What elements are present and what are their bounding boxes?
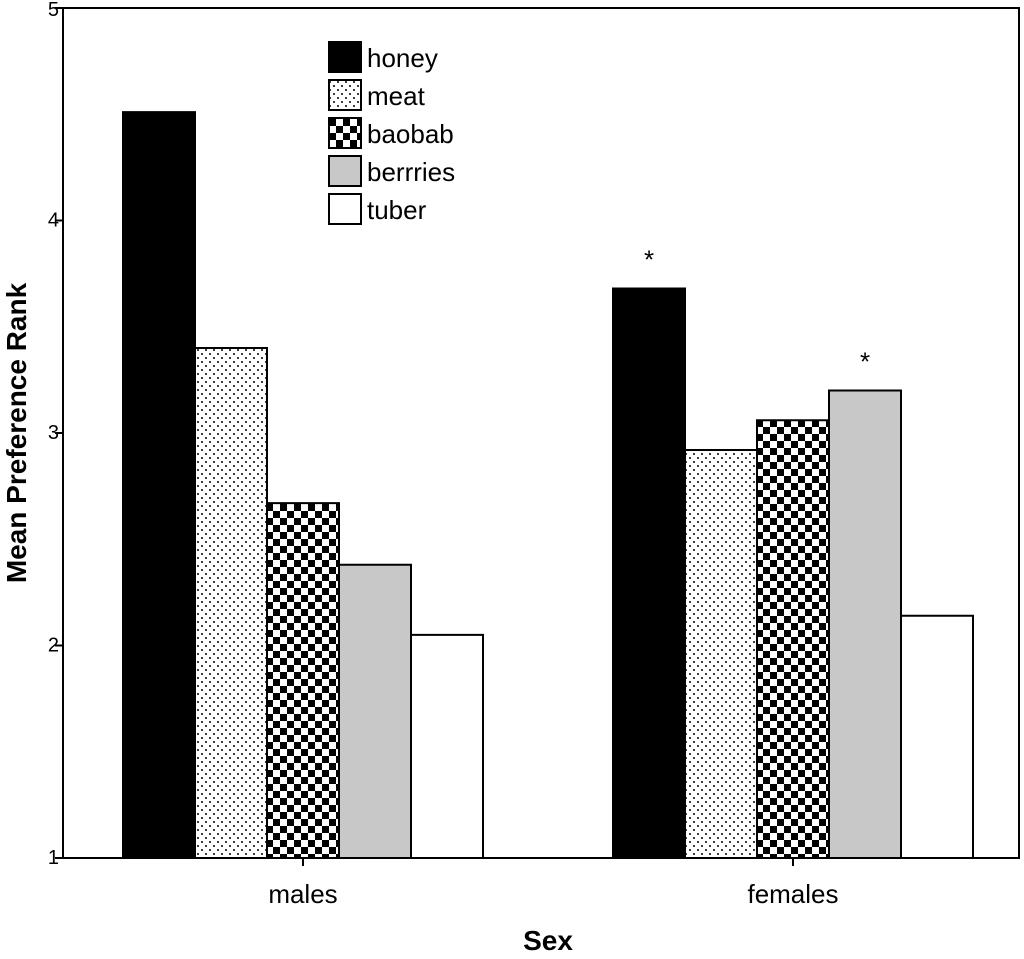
y-tick-label: 5 <box>48 0 59 21</box>
legend-label-berrries: berrries <box>367 157 455 187</box>
legend-swatch-baobab <box>328 117 362 149</box>
legend-swatch-berrries <box>328 155 362 187</box>
legend-swatch-meat <box>328 79 362 111</box>
y-tick-label: 3 <box>48 422 59 444</box>
y-axis-title: Mean Preference Rank <box>1 282 32 583</box>
x-tick-label-females: females <box>747 879 838 909</box>
annotations-group: ** <box>644 245 870 377</box>
bar-tuber-males <box>410 633 484 859</box>
legend-swatch-tuber <box>328 193 362 225</box>
y-tick-label: 4 <box>48 210 59 232</box>
legend-label-honey: honey <box>367 43 438 73</box>
bar-honey-males <box>122 111 196 859</box>
y-tick-label: 2 <box>48 635 59 657</box>
x-tick-label-males: males <box>268 879 337 909</box>
legend-label-baobab: baobab <box>367 119 454 149</box>
legend-swatch-honey <box>328 41 362 73</box>
legend: honey meat baobab berrries tuber <box>328 41 455 225</box>
y-tick-label: 1 <box>48 847 59 869</box>
legend-label-tuber: tuber <box>367 195 427 225</box>
bar-meat-males <box>194 347 268 859</box>
x-axis-title: Sex <box>523 925 573 956</box>
significance-asterisk: * <box>644 245 654 275</box>
bar-tuber-females <box>900 614 974 859</box>
bar-meat-females <box>684 449 758 859</box>
bar-berrries-females <box>828 389 902 859</box>
significance-asterisk: * <box>860 347 870 377</box>
bar-baobab-males <box>266 502 340 859</box>
x-axis: males females <box>268 858 839 909</box>
y-axis: 1 2 3 4 5 <box>48 0 63 869</box>
bars-group <box>122 111 974 859</box>
bar-honey-females <box>612 287 686 859</box>
legend-label-meat: meat <box>367 81 426 111</box>
bar-baobab-females <box>756 419 830 859</box>
bar-berrries-males <box>338 563 412 859</box>
